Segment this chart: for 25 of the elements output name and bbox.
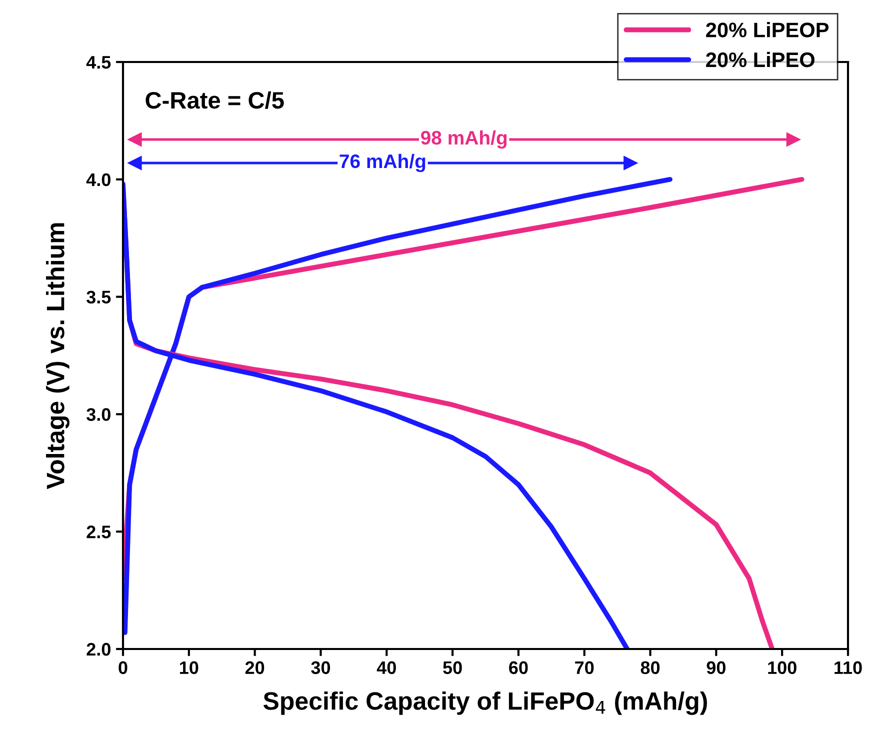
y-tick-label: 4.0 <box>86 173 110 186</box>
x-tick-label: 60 <box>509 661 528 674</box>
annotation: 98 mAh/g <box>420 130 507 149</box>
x-tick-label: 30 <box>311 661 330 674</box>
y-tick-label: 4.5 <box>86 56 111 69</box>
legend-label: 20% LiPEOP <box>706 22 829 38</box>
y-tick-label: 3.0 <box>86 408 110 421</box>
x-tick-label: 110 <box>834 661 862 674</box>
legend-label: 20% LiPEO <box>706 52 814 68</box>
x-tick-label: 40 <box>376 661 396 674</box>
x-axis-title: Specific Capacity of LiFePO$_{4}$ (mAh/g) <box>263 692 707 715</box>
x-tick-label: 100 <box>768 661 796 674</box>
annotation: 76 mAh/g <box>340 154 426 172</box>
y-tick-label: 2.0 <box>86 642 110 656</box>
y-axis-title: Voltage (V) vs. Lithium <box>46 223 70 490</box>
y-tick-label: 2.5 <box>86 526 111 538</box>
y-tick-label: 3.5 <box>86 290 111 304</box>
x-tick-label: 90 <box>706 661 726 674</box>
x-tick-label: 80 <box>640 661 660 674</box>
x-tick-label: 70 <box>575 661 594 674</box>
x-tick-label: 20 <box>245 661 264 674</box>
x-tick-label: 10 <box>180 661 198 674</box>
annotation: C-Rate = C/5 <box>146 91 284 109</box>
x-tick-label: 50 <box>443 661 462 674</box>
x-tick-label: 0 <box>118 661 128 674</box>
